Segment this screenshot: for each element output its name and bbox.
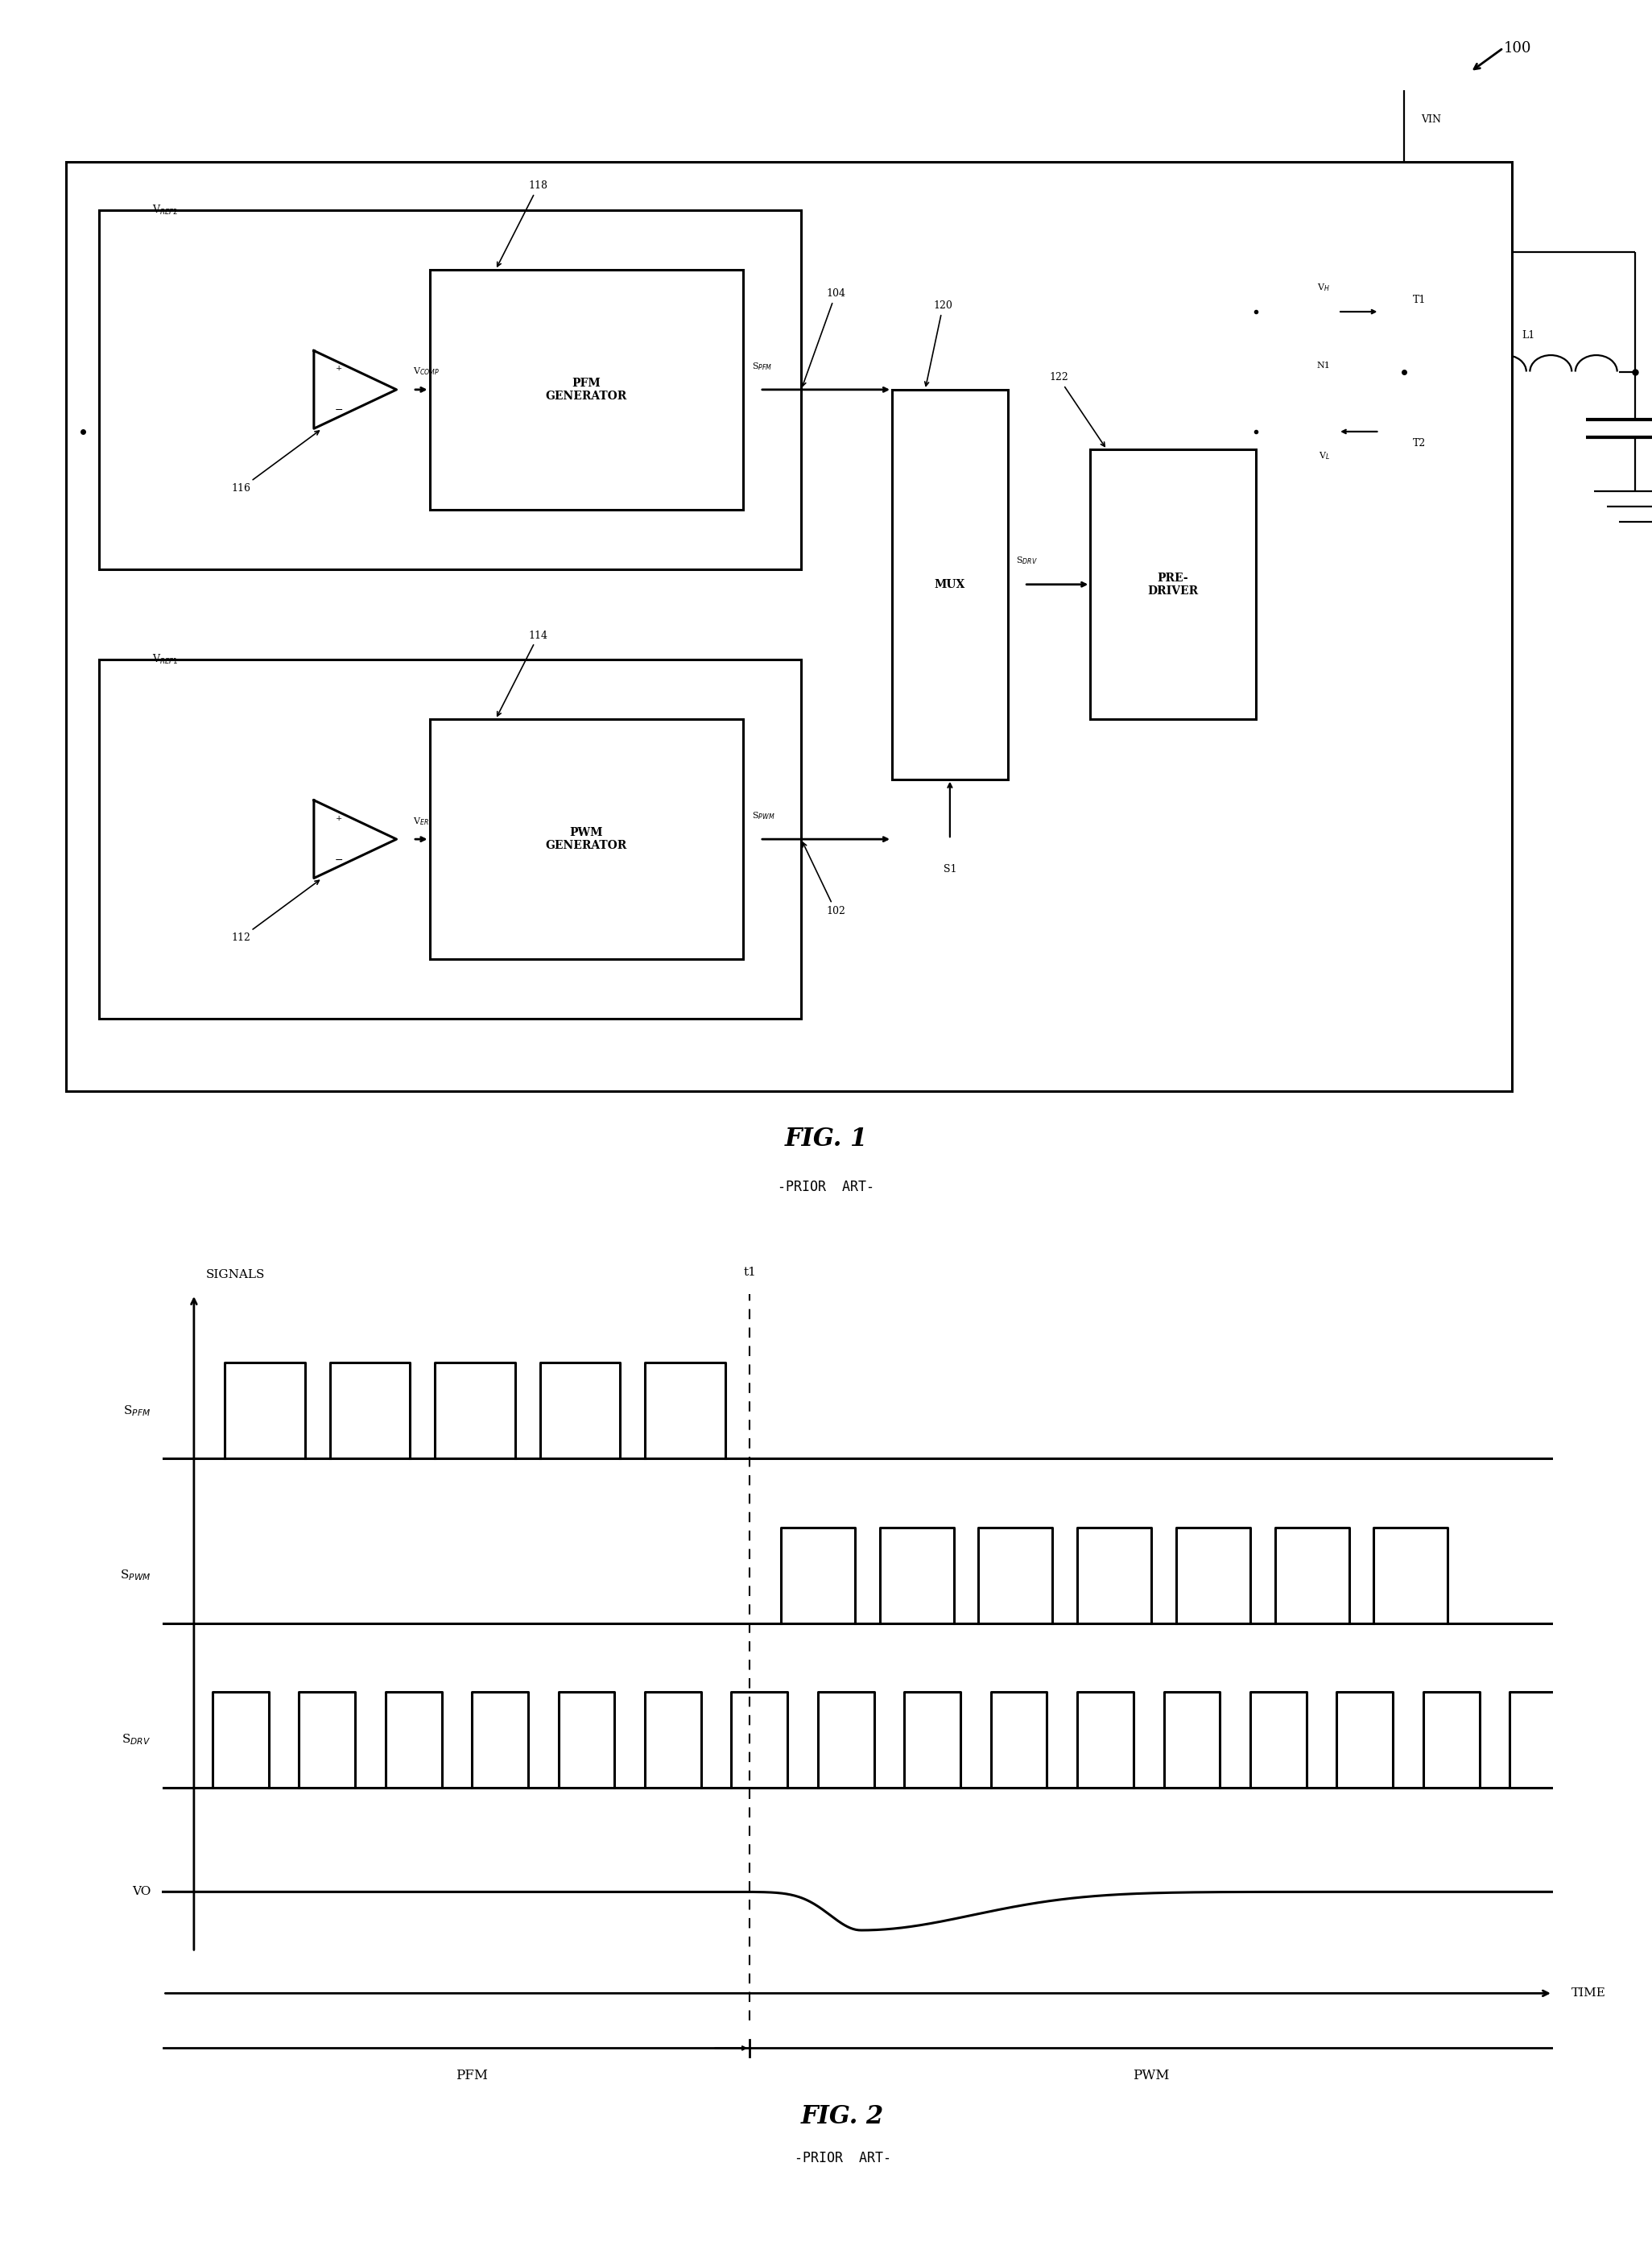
Text: 112: 112 [231, 880, 319, 943]
Text: -PRIOR  ART-: -PRIOR ART- [795, 2151, 890, 2165]
Bar [99, 210, 801, 570]
Text: N1: N1 [1317, 362, 1330, 369]
Text: L1: L1 [1521, 330, 1535, 342]
Text: 118: 118 [497, 181, 548, 267]
Text: SIGNALS: SIGNALS [206, 1269, 266, 1280]
Text: S$_{DRV}$: S$_{DRV}$ [1016, 556, 1037, 566]
Text: +: + [335, 814, 342, 821]
Bar [430, 719, 743, 959]
Text: FIG. 2: FIG. 2 [801, 2104, 884, 2129]
Text: VO: VO [132, 1887, 150, 1898]
Text: TIME: TIME [1571, 1988, 1606, 2000]
Text: FIG. 1: FIG. 1 [785, 1126, 867, 1151]
Text: PFM
GENERATOR: PFM GENERATOR [545, 378, 628, 403]
Text: PRE-
DRIVER: PRE- DRIVER [1148, 572, 1198, 597]
Text: 114: 114 [497, 631, 548, 717]
Text: S$_{PWM}$: S$_{PWM}$ [119, 1568, 150, 1583]
Text: 102: 102 [803, 841, 846, 916]
Text: S$_{PFM}$: S$_{PFM}$ [752, 360, 771, 371]
Text: V$_{REF2}$: V$_{REF2}$ [152, 204, 178, 217]
Text: 116: 116 [231, 430, 319, 493]
Text: S1: S1 [943, 864, 957, 875]
Text: V$_L$: V$_L$ [1318, 450, 1330, 461]
Bar [430, 269, 743, 509]
Text: T1: T1 [1412, 294, 1426, 305]
Polygon shape [314, 351, 396, 428]
Text: −: − [334, 405, 344, 416]
Text: V$_{ER}$: V$_{ER}$ [413, 817, 430, 828]
Text: PWM: PWM [1133, 2070, 1170, 2083]
Text: V$_{COMP}$: V$_{COMP}$ [413, 366, 439, 378]
Bar [99, 661, 801, 1018]
Text: +: + [335, 364, 342, 373]
Polygon shape [314, 801, 396, 878]
Bar [1090, 450, 1256, 719]
Text: 100: 100 [1503, 41, 1531, 54]
Text: −: − [334, 855, 344, 866]
Text: S$_{PWM}$: S$_{PWM}$ [752, 810, 775, 821]
Text: S$_{DRV}$: S$_{DRV}$ [122, 1733, 150, 1746]
Text: 120: 120 [925, 301, 953, 387]
Bar [66, 163, 1512, 1090]
Bar [892, 389, 1008, 778]
Text: -PRIOR  ART-: -PRIOR ART- [778, 1179, 874, 1194]
Text: T2: T2 [1412, 439, 1426, 448]
Text: VIN: VIN [1421, 115, 1441, 124]
Text: PWM
GENERATOR: PWM GENERATOR [545, 828, 628, 851]
Text: PFM: PFM [456, 2070, 487, 2083]
Text: 104: 104 [801, 290, 846, 387]
Text: MUX: MUX [935, 579, 965, 590]
Text: V$_{REF1}$: V$_{REF1}$ [152, 654, 178, 665]
Text: S$_{PFM}$: S$_{PFM}$ [124, 1402, 150, 1418]
Text: 122: 122 [1049, 373, 1105, 446]
Text: V$_H$: V$_H$ [1317, 283, 1330, 294]
Text: t1: t1 [743, 1267, 757, 1278]
